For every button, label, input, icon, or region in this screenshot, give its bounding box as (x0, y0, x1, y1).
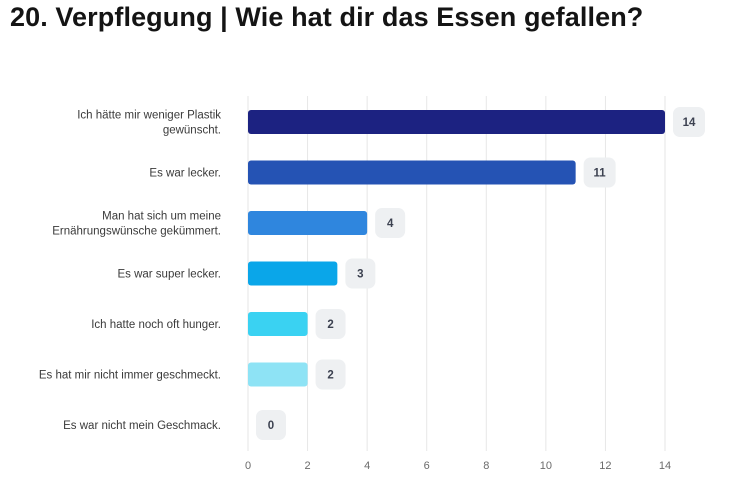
category-label-line: Es war lecker. (149, 168, 221, 180)
category-label: Es hat mir nicht immer geschmeckt. (39, 370, 221, 382)
category-label-line: Es war nicht mein Geschmack. (63, 420, 221, 432)
x-tick-label: 2 (305, 460, 311, 472)
value-label: 3 (357, 269, 363, 281)
x-tick-label: 6 (424, 460, 430, 472)
value-badge (315, 359, 346, 390)
category-label: Man hat sich um meine Ernährungswünsche g… (52, 211, 221, 238)
category-label: Es war nicht mein Geschmack. (63, 420, 221, 432)
bar (248, 362, 308, 387)
category-label-line: Ich hätte mir weniger Plastik (77, 110, 221, 122)
value-badge (375, 208, 406, 238)
category-label: Ich hätte mir weniger Plastik gewünscht. (77, 110, 221, 137)
category-label-line: Es war super lecker. (117, 269, 221, 281)
bars (248, 110, 665, 387)
x-axis-ticks: 0 2 4 6 8 10 12 14 (245, 460, 671, 472)
category-label: Es war super lecker. (117, 269, 221, 281)
value-label: 4 (387, 218, 394, 230)
bar (248, 261, 338, 286)
value-label: 2 (327, 319, 333, 331)
category-labels: Ich hätte mir weniger Plastik gewünscht. E… (39, 110, 221, 433)
value-badge (345, 258, 376, 289)
value-label: 11 (594, 168, 607, 180)
page-title: 20. Verpflegung | Wie hat dir das Essen … (10, 2, 644, 32)
category-label-line: Es hat mir nicht immer geschmeckt. (39, 370, 221, 382)
category-label-line: Man hat sich um meine (102, 211, 221, 223)
x-tick-label: 14 (659, 460, 671, 472)
bar (248, 160, 576, 185)
value-badge (673, 107, 705, 137)
bar (248, 312, 308, 336)
category-label: Es war lecker. (149, 168, 221, 180)
category-label-line: Ernährungswünsche gekümmert. (52, 226, 221, 238)
value-label: 2 (327, 370, 333, 382)
category-label-line: gewünscht. (163, 125, 221, 137)
category-label: Ich hatte noch oft hunger. (91, 319, 221, 331)
value-label: 14 (683, 117, 696, 129)
bar (248, 110, 665, 134)
x-tick-label: 10 (540, 460, 552, 472)
category-label-line: Ich hatte noch oft hunger. (91, 319, 221, 331)
value-badge (315, 309, 346, 339)
x-tick-label: 8 (483, 460, 489, 472)
x-tick-label: 0 (245, 460, 251, 472)
x-tick-label: 4 (364, 460, 370, 472)
bar (248, 211, 368, 235)
x-tick-label: 12 (599, 460, 611, 472)
value-badge (583, 157, 616, 188)
value-badges: 14 11 4 3 2 2 0 (256, 107, 705, 440)
value-label: 0 (268, 420, 274, 432)
value-badge (256, 410, 286, 440)
